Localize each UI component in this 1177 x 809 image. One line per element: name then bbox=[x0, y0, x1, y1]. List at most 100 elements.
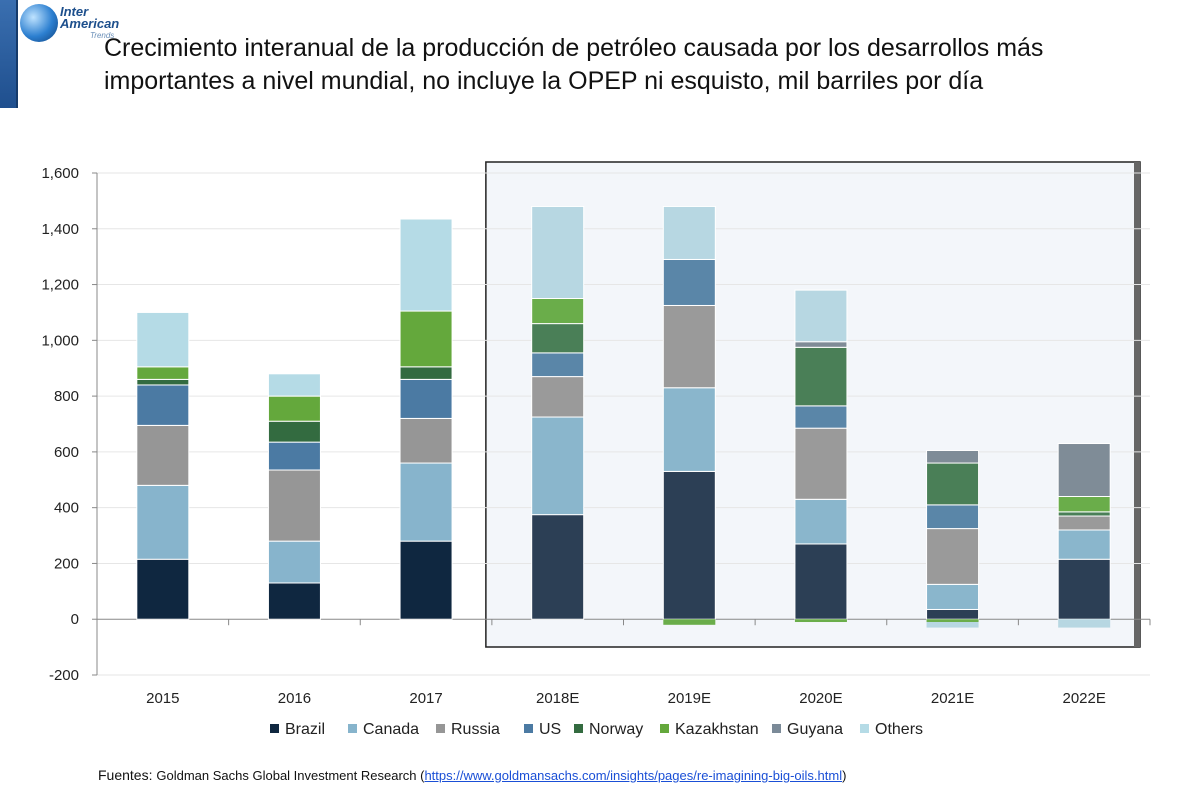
bar-others-2019e bbox=[662, 205, 716, 260]
bar-others-2022e-negative bbox=[1058, 619, 1111, 628]
bar-russia-2021e bbox=[926, 528, 980, 585]
bar-norway-2021e bbox=[926, 462, 980, 506]
bar-others-2017 bbox=[399, 218, 453, 312]
x-tick-label: 2018E bbox=[536, 690, 579, 707]
bar-brazil-2021e bbox=[926, 608, 980, 620]
bar-brazil-2019e bbox=[662, 470, 716, 620]
bar-russia-2019e bbox=[662, 304, 716, 389]
bar-russia-2017 bbox=[399, 417, 453, 464]
bar-guyana-2022e bbox=[1057, 443, 1111, 498]
legend-swatch-brazil bbox=[270, 724, 279, 733]
bar-russia-2020e bbox=[794, 427, 848, 500]
y-tick-label: 1,600 bbox=[41, 165, 79, 182]
logo-wordmark: Inter American Trends bbox=[60, 4, 120, 42]
y-tick-label: 200 bbox=[54, 555, 79, 572]
bar-russia-2022e bbox=[1057, 515, 1111, 531]
bar-others-2018e bbox=[531, 205, 585, 299]
bar-brazil-2020e bbox=[794, 543, 848, 620]
bar-norway-2017 bbox=[399, 366, 453, 380]
bar-brazil-2017 bbox=[399, 540, 453, 620]
logo-line-2: American bbox=[60, 16, 120, 31]
y-tick-label: 0 bbox=[71, 611, 79, 628]
bar-brazil-2015 bbox=[136, 558, 190, 620]
bar-kazakhstan-2017 bbox=[399, 310, 453, 368]
bar-brazil-2018e bbox=[531, 514, 585, 620]
y-tick-label: 600 bbox=[54, 444, 79, 461]
bar-norway-2015 bbox=[136, 378, 190, 386]
legend-swatch-canada bbox=[348, 724, 357, 733]
footer-source: Fuentes: Goldman Sachs Global Investment… bbox=[98, 767, 846, 783]
bar-russia-2016 bbox=[267, 469, 321, 542]
legend-swatch-russia bbox=[436, 724, 445, 733]
x-tick-label: 2019E bbox=[668, 690, 711, 707]
bar-us-2018e bbox=[531, 352, 585, 378]
bar-canada-2020e bbox=[794, 498, 848, 545]
legend-swatch-kazakhstan bbox=[660, 724, 669, 733]
footer-close: ) bbox=[842, 768, 847, 783]
legend-label-kazakhstan: Kazakhstan bbox=[675, 721, 759, 738]
chart-title: Crecimiento interanual de la producción … bbox=[104, 34, 1044, 95]
x-tick-label: 2017 bbox=[409, 690, 442, 707]
bar-canada-2021e bbox=[926, 583, 980, 610]
legend-label-russia: Russia bbox=[451, 721, 500, 738]
bar-canada-2015 bbox=[136, 484, 190, 560]
bar-norway-2020e bbox=[794, 346, 848, 407]
bar-canada-2022e bbox=[1057, 529, 1111, 560]
y-tick-label: 800 bbox=[54, 388, 79, 405]
bar-canada-2016 bbox=[267, 540, 321, 584]
bar-kazakhstan-2018e bbox=[531, 298, 585, 325]
logo-side-bar bbox=[0, 0, 18, 108]
source-link[interactable]: https://www.goldmansachs.com/insights/pa… bbox=[424, 768, 843, 783]
bar-norway-2016 bbox=[267, 420, 321, 443]
globe-icon bbox=[20, 4, 58, 42]
bar-others-2020e bbox=[794, 289, 848, 343]
bar-norway-2022e bbox=[1057, 511, 1111, 517]
legend-swatch-us bbox=[524, 724, 533, 733]
footer-label: Fuentes: bbox=[98, 767, 153, 783]
bar-russia-2018e bbox=[531, 376, 585, 418]
bar-others-2015 bbox=[136, 311, 190, 368]
bar-canada-2018e bbox=[531, 416, 585, 516]
bar-us-2015 bbox=[136, 384, 190, 426]
bar-canada-2019e bbox=[662, 387, 716, 472]
bar-brazil-2022e bbox=[1057, 558, 1111, 620]
bar-others-2016 bbox=[267, 373, 321, 397]
legend-swatch-guyana bbox=[772, 724, 781, 733]
legend-label-us: US bbox=[539, 721, 561, 738]
legend-label-brazil: Brazil bbox=[285, 721, 325, 738]
legend-swatch-others bbox=[860, 724, 869, 733]
bar-kazakhstan-2015 bbox=[136, 366, 190, 380]
legend-swatch-norway bbox=[574, 724, 583, 733]
legend-label-norway: Norway bbox=[589, 721, 643, 738]
bar-us-2021e bbox=[926, 504, 980, 530]
x-tick-label: 2020E bbox=[799, 690, 842, 707]
bar-us-2020e bbox=[794, 405, 848, 429]
legend-label-guyana: Guyana bbox=[787, 721, 843, 738]
bar-kazakhstan-2021e-negative bbox=[926, 619, 979, 623]
forecast-box-shadow bbox=[1134, 162, 1140, 647]
legend-label-others: Others bbox=[875, 721, 923, 738]
bar-us-2016 bbox=[267, 441, 321, 471]
x-tick-label: 2021E bbox=[931, 690, 974, 707]
bar-us-2017 bbox=[399, 378, 453, 419]
bar-kazakhstan-2016 bbox=[267, 395, 321, 422]
bar-russia-2015 bbox=[136, 424, 190, 486]
brand-logo: Inter American Trends bbox=[0, 0, 130, 110]
bar-guyana-2020e bbox=[794, 341, 848, 348]
logo-line-1: Inter bbox=[60, 4, 89, 19]
logo-line-3: Trends bbox=[90, 31, 115, 40]
x-tick-label: 2022E bbox=[1063, 690, 1106, 707]
y-tick-label: 1,200 bbox=[41, 277, 79, 294]
bar-others-2021e-negative bbox=[926, 622, 979, 628]
x-tick-label: 2016 bbox=[278, 690, 311, 707]
bar-norway-2018e bbox=[531, 323, 585, 354]
bar-us-2019e bbox=[662, 258, 716, 306]
bar-kazakhstan-2020e-negative bbox=[794, 619, 847, 623]
footer-source-text: Goldman Sachs Global Investment Research… bbox=[156, 768, 425, 783]
legend-label-canada: Canada bbox=[363, 721, 419, 738]
bar-kazakhstan-2019e-negative bbox=[663, 619, 716, 625]
bar-canada-2017 bbox=[399, 462, 453, 542]
stacked-bar-chart: -200 0 200 400 600 800 1,000 1,200 1,400 1,600 201… bbox=[41, 161, 1151, 738]
y-tick-label: -200 bbox=[49, 667, 79, 684]
y-tick-label: 400 bbox=[54, 500, 79, 517]
